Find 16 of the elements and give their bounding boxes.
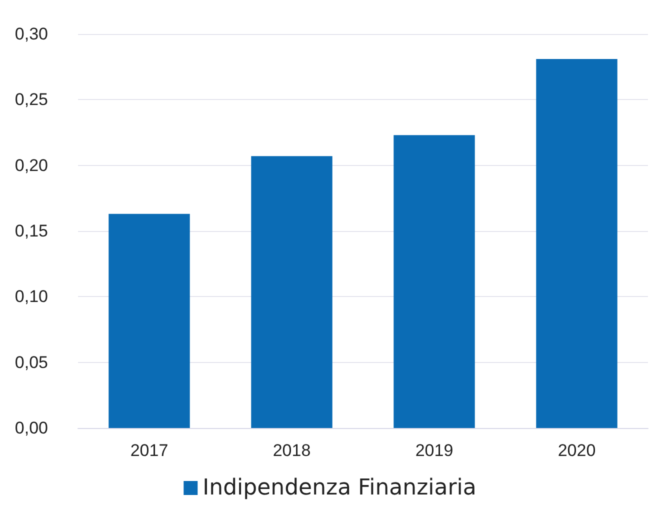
bar [536,58,618,428]
legend-label: Indipendenza Finanziaria [202,476,476,500]
y-tick-label: 0,30 [14,24,48,44]
y-tick-label: 0,15 [14,222,48,240]
y-tick-label: 0,05 [14,352,48,372]
x-tick-label: 2017 [130,441,168,460]
bar [108,214,190,428]
x-tick-label: 2019 [415,441,454,460]
y-tick-label: 0,00 [14,418,48,438]
bar [251,156,332,428]
y-tick-label: 0,20 [14,156,48,175]
y-tick-label: 0,25 [14,90,48,110]
x-tick-label: 2020 [558,441,596,460]
x-tick-label: 2018 [272,441,311,460]
bar [394,135,475,428]
y-tick-label: 0,10 [14,287,48,306]
